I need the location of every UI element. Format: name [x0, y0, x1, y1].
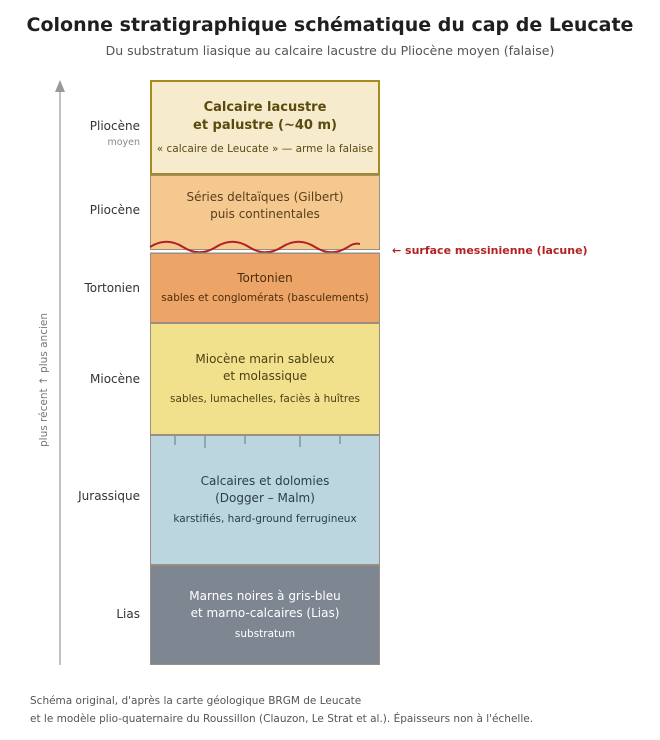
footer-note: Schéma original, d'après la carte géolog…: [30, 692, 533, 728]
age-label-miocene: Miocène: [90, 372, 140, 386]
diagram-title: Colonne stratigraphique schématique du c…: [26, 14, 634, 36]
age-label-tortonien: Tortonien: [84, 281, 140, 295]
layer-lias: Marnes noires à gris-bleu et marno-calca…: [150, 565, 380, 665]
layer-jurassic: Calcaires et dolomies (Dogger – Malm) ka…: [150, 435, 380, 565]
messinian-surface-label: ← surface messinienne (lacune): [392, 244, 588, 257]
layer-detail: « calcaire de Leucate » — arme la falais…: [156, 142, 374, 155]
age-label-pliocene-moyen: Pliocène moyen: [60, 119, 140, 148]
layer-name: Tortonien: [237, 271, 293, 285]
layer-name: Séries deltaïques (Gilbert) puis contine…: [186, 189, 344, 221]
layer-name: Calcaires et dolomies (Dogger – Malm): [200, 474, 330, 505]
layer-pliocene-lacustrine: Calcaire lacustre et palustre (~40 m) « …: [150, 80, 380, 175]
layer-pliocene-deltaic: Séries deltaïques (Gilbert) puis contine…: [150, 175, 380, 250]
age-sublabel: moyen: [107, 137, 140, 148]
age-label-lias: Lias: [116, 607, 140, 621]
layer-name: Calcaire lacustre et palustre (~40 m): [193, 99, 337, 133]
age-label: Pliocène: [89, 119, 140, 133]
axis-label: plus récent ↑ plus ancien: [38, 312, 50, 448]
age-label-pliocene: Pliocène: [89, 203, 140, 217]
layer-tortonian: Tortonien sables et conglomérats (bascul…: [150, 253, 380, 323]
layer-detail: sables, lumachelles, faciès à huîtres: [170, 393, 360, 405]
age-label-jurassique: Jurassique: [78, 489, 140, 503]
footer-line-2: et le modèle plio-quaternaire du Roussil…: [30, 713, 534, 725]
layer-detail: karstifiés, hard-ground ferrugineux: [173, 513, 357, 525]
diagram-subtitle: Du substratum liasique au calcaire lacus…: [105, 43, 555, 58]
layer-name: Miocène marin sableux et molassique: [195, 352, 335, 383]
layer-name: Marnes noires à gris-bleu et marno-calca…: [189, 589, 341, 620]
layer-detail: substratum: [234, 628, 296, 640]
footer-line-1: Schéma original, d'après la carte géolog…: [30, 695, 362, 707]
layer-miocene: Miocène marin sableux et molassique sabl…: [150, 323, 380, 435]
layer-detail: sables et conglomérats (basculements): [161, 292, 369, 304]
